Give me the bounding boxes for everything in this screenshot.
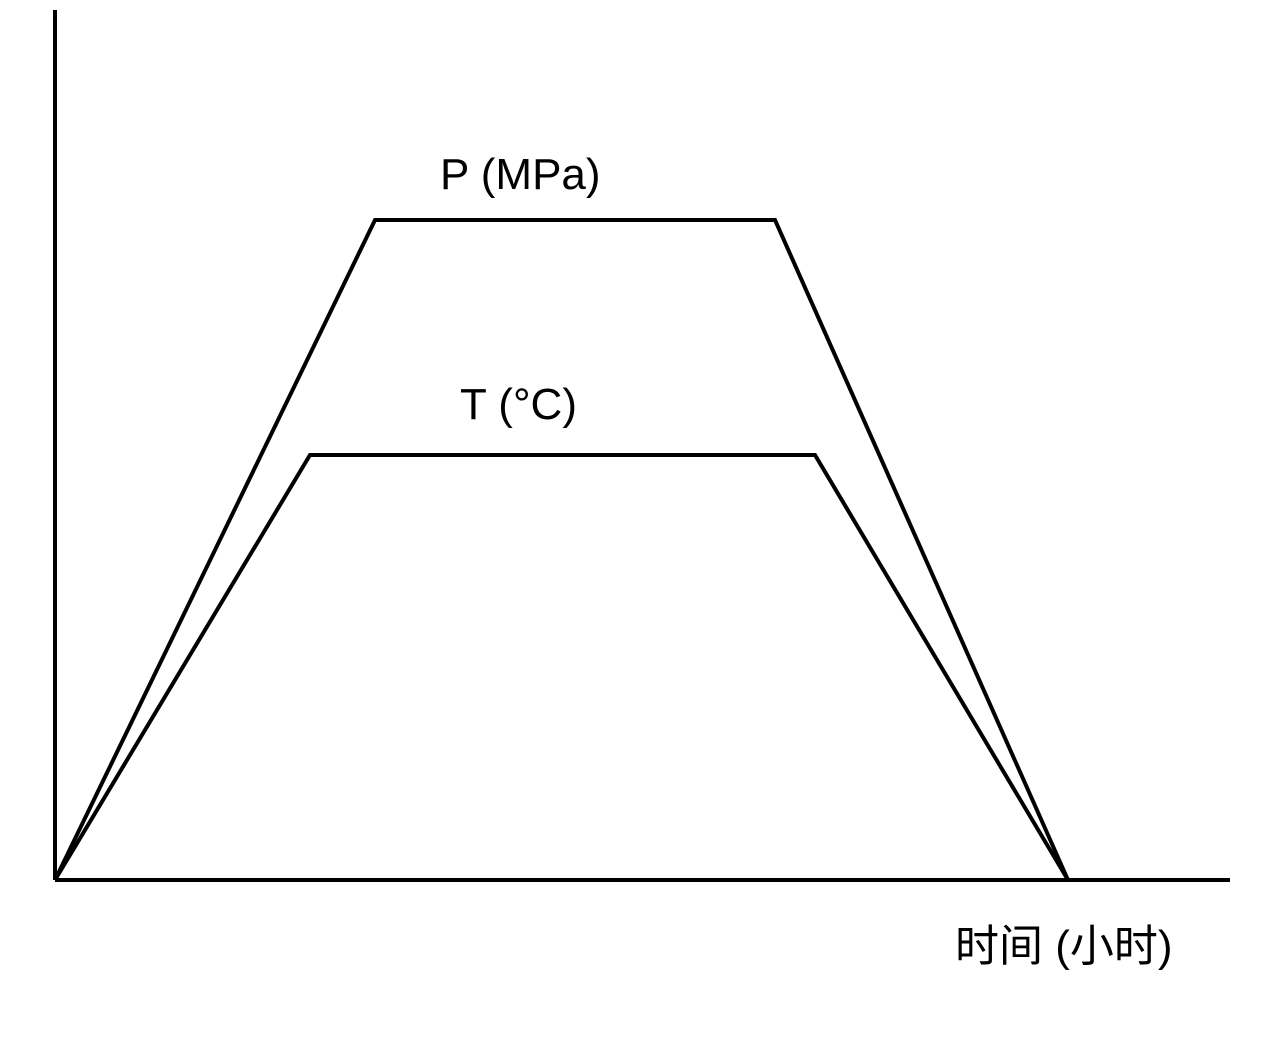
x-axis-label: 时间 (小时) — [955, 910, 1173, 974]
chart-svg — [0, 0, 1272, 1040]
temperature-label: T (°C) — [460, 380, 577, 430]
chart-container: P (MPa) T (°C) 时间 (小时) — [0, 0, 1272, 1040]
series-temperature — [55, 455, 1068, 880]
series-pressure — [55, 220, 1068, 880]
pressure-label: P (MPa) — [440, 150, 601, 200]
